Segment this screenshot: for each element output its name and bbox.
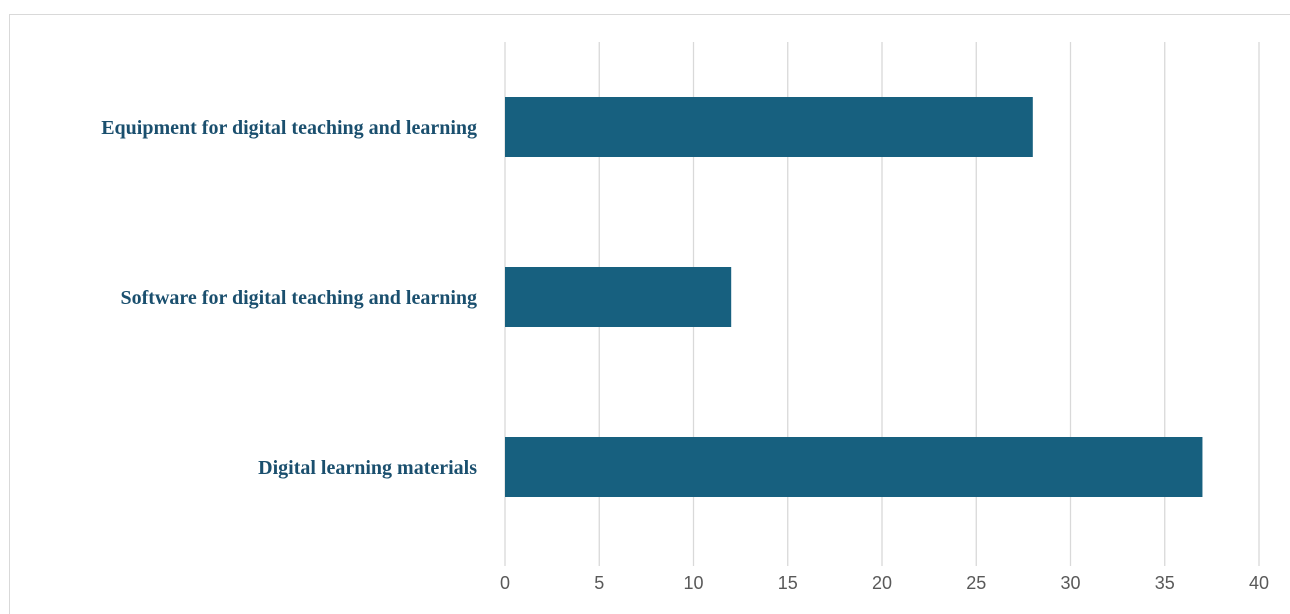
category-labels: Equipment for digital teaching and learn… — [101, 117, 477, 479]
x-tick-label: 10 — [683, 573, 703, 593]
category-label: Digital learning materials — [258, 457, 477, 479]
x-tick-label: 25 — [966, 573, 986, 593]
bar — [505, 97, 1033, 157]
x-tick-label: 30 — [1060, 573, 1080, 593]
bar — [505, 267, 732, 327]
bars — [505, 97, 1203, 497]
bar — [505, 437, 1203, 497]
x-tick-label: 5 — [594, 573, 604, 593]
x-tick-label: 40 — [1249, 573, 1269, 593]
category-label: Software for digital teaching and learni… — [121, 287, 477, 309]
category-label: Equipment for digital teaching and learn… — [101, 117, 477, 139]
x-tick-label: 35 — [1155, 573, 1175, 593]
x-tick-label: 20 — [872, 573, 892, 593]
x-tick-label: 15 — [778, 573, 798, 593]
x-axis-tick-labels: 0 5 10 15 20 25 30 35 40 — [500, 573, 1269, 593]
x-tick-label: 0 — [500, 573, 510, 593]
chart-frame — [9, 14, 1290, 614]
